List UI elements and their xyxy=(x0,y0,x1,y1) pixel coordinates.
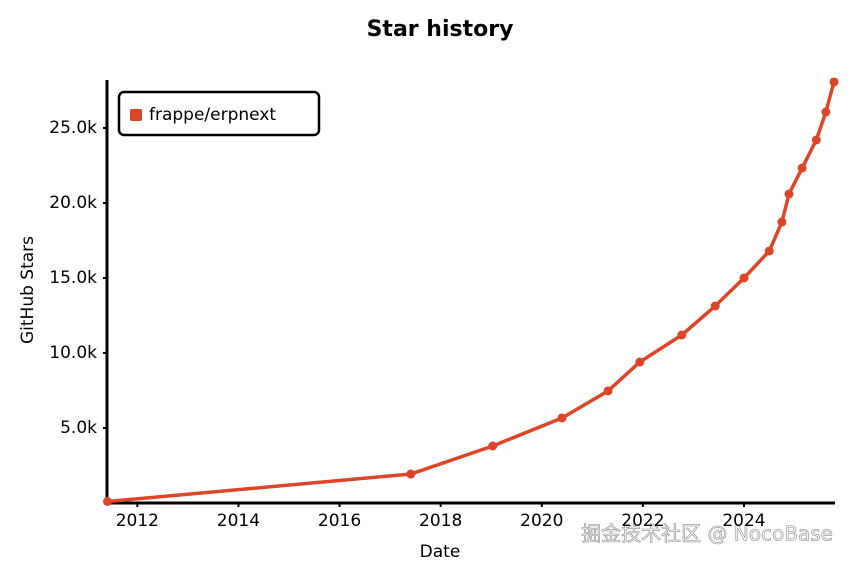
point xyxy=(797,163,807,173)
point xyxy=(829,77,839,87)
x-tick-label: 2022 xyxy=(621,511,664,531)
point xyxy=(777,217,787,227)
point xyxy=(677,330,687,340)
legend-swatch xyxy=(130,109,142,121)
x-tick-label: 2020 xyxy=(520,511,563,531)
point xyxy=(710,301,720,311)
x-tick-label: 2014 xyxy=(217,511,260,531)
watermark: 掘金技术社区 @ NocoBase xyxy=(581,522,833,546)
x-tick-label: 2012 xyxy=(116,511,159,531)
legend-box xyxy=(117,90,321,137)
x-tick-label: 2024 xyxy=(722,511,765,531)
line xyxy=(107,81,836,504)
y-tick-label: 10.0k xyxy=(49,343,97,363)
point xyxy=(739,273,749,283)
chart-title: Star history xyxy=(367,17,514,42)
y-tick-label: 15.0k xyxy=(49,268,97,288)
x-tick-label: 2018 xyxy=(419,511,462,531)
x-axis-label: Date xyxy=(420,542,461,562)
y-tick-label: 25.0k xyxy=(49,118,97,138)
y-tick-label: 5.0k xyxy=(60,418,97,438)
y-axis-label: GitHub Stars xyxy=(18,236,38,344)
point xyxy=(764,246,774,256)
x-tick-label: 2016 xyxy=(318,511,361,531)
point xyxy=(406,469,416,479)
point xyxy=(635,357,645,367)
point xyxy=(603,386,613,396)
point xyxy=(821,107,831,117)
legend-label: frappe/erpnext xyxy=(149,105,276,125)
y-tick-label: 20.0k xyxy=(49,193,97,213)
point xyxy=(784,189,794,199)
point xyxy=(811,135,821,145)
point xyxy=(103,497,113,506)
point xyxy=(488,441,498,451)
point xyxy=(557,413,567,423)
